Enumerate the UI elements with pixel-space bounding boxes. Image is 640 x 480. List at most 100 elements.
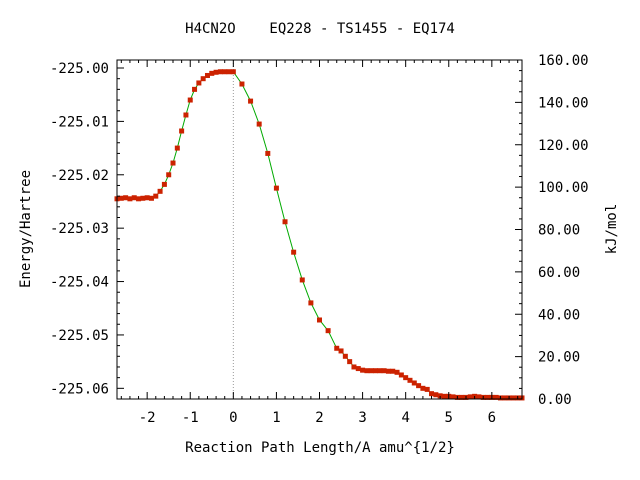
plot-frame [116, 59, 523, 400]
data-point [174, 145, 180, 151]
data-point [140, 195, 146, 201]
data-point [144, 195, 150, 201]
data-point [407, 377, 413, 383]
y-tick-label: -225.05 [50, 328, 109, 344]
y2-tick-label: 140.00 [538, 95, 589, 111]
data-point [299, 277, 305, 283]
data-point [157, 188, 163, 194]
x-tick-label: 2 [315, 410, 323, 426]
data-point [256, 121, 262, 127]
data-point [459, 394, 465, 400]
data-point [381, 368, 387, 374]
y2-tick-label: 100.00 [538, 180, 589, 196]
y-tick-label: -225.00 [50, 61, 109, 77]
data-point [467, 394, 473, 400]
data-point [420, 385, 426, 391]
data-point [187, 97, 193, 103]
data-point [196, 80, 202, 86]
y-tick-label: -225.04 [50, 275, 109, 291]
data-point [136, 196, 142, 202]
x-tick-label: -2 [139, 410, 156, 426]
y2-axis-label: kJ/mol [604, 204, 620, 255]
y2-tick-label: 0.00 [538, 392, 572, 408]
data-point [118, 195, 124, 201]
data-point [385, 368, 391, 374]
x-tick-label: 4 [401, 410, 409, 426]
data-point [355, 366, 361, 372]
series-layer [114, 69, 525, 401]
data-point [424, 386, 430, 392]
data-point [364, 368, 370, 374]
data-point [131, 195, 137, 201]
data-point [317, 317, 322, 323]
data-point [170, 160, 176, 166]
data-point [377, 368, 383, 374]
y-tick-label: -225.06 [50, 381, 109, 397]
data-point [148, 195, 154, 201]
data-point [204, 72, 210, 78]
data-point [493, 394, 499, 400]
y2-tick-label: 60.00 [538, 265, 580, 281]
data-point [411, 380, 417, 386]
data-point [166, 172, 172, 178]
data-point [282, 219, 288, 225]
x-tick-label: 0 [229, 410, 237, 426]
y2-tick-label: 20.00 [538, 350, 580, 366]
data-point [476, 394, 482, 400]
data-point [373, 368, 379, 374]
axis-layer: -2 -1 0 1 2 3 4 5 6 -225.00 -225.01 -225.02 -225.03 -… [50, 53, 589, 426]
data-point [183, 112, 189, 118]
x-axis-label: Reaction Path Length/A amu^{1/2} [185, 440, 455, 456]
data-point [213, 69, 219, 75]
x-tick-label: 3 [358, 410, 366, 426]
data-point [161, 181, 167, 187]
data-point [239, 81, 245, 87]
data-point [308, 300, 314, 306]
data-point [342, 353, 348, 359]
chart-title: H4CN2O EQ228 - TS1455 - EQ174 [185, 21, 455, 37]
y2-tick-label: 120.00 [538, 138, 589, 154]
data-point [437, 393, 443, 399]
x-tick-label: 5 [445, 410, 453, 426]
y-axis-label: Energy/Hartree [18, 170, 34, 288]
data-point [450, 394, 456, 400]
data-point [441, 393, 447, 399]
y2-tick-label: 40.00 [538, 307, 580, 323]
data-point [200, 76, 206, 82]
data-point [433, 392, 439, 398]
data-point [222, 69, 228, 75]
data-point [334, 345, 340, 351]
data-point [416, 383, 422, 389]
data-point [429, 391, 435, 397]
data-point [291, 249, 297, 255]
data-point [123, 195, 129, 201]
data-point [153, 193, 159, 199]
data-point [502, 395, 508, 401]
x-tick-label: 6 [488, 410, 496, 426]
y-tick-label: -225.02 [50, 168, 109, 184]
data-point [273, 185, 279, 191]
data-point [226, 69, 232, 75]
data-point [347, 359, 353, 365]
y2-tick-label: 80.00 [538, 223, 580, 239]
data-point [360, 367, 366, 373]
data-point [351, 364, 357, 370]
data-point [390, 368, 396, 374]
x-tick-label: -1 [182, 410, 199, 426]
data-point [248, 98, 254, 104]
x-tick-label: 1 [272, 410, 280, 426]
data-point [192, 86, 198, 92]
data-point [338, 348, 344, 354]
data-point [398, 372, 404, 378]
data-point [368, 368, 374, 374]
data-point [230, 69, 236, 75]
y-tick-label: -225.03 [50, 221, 109, 237]
data-point [485, 394, 491, 400]
data-point [325, 328, 331, 334]
data-point [394, 369, 400, 375]
data-point [510, 395, 516, 401]
y2-tick-label: 160.00 [538, 53, 589, 69]
data-point [403, 375, 409, 381]
series-line [116, 71, 522, 399]
